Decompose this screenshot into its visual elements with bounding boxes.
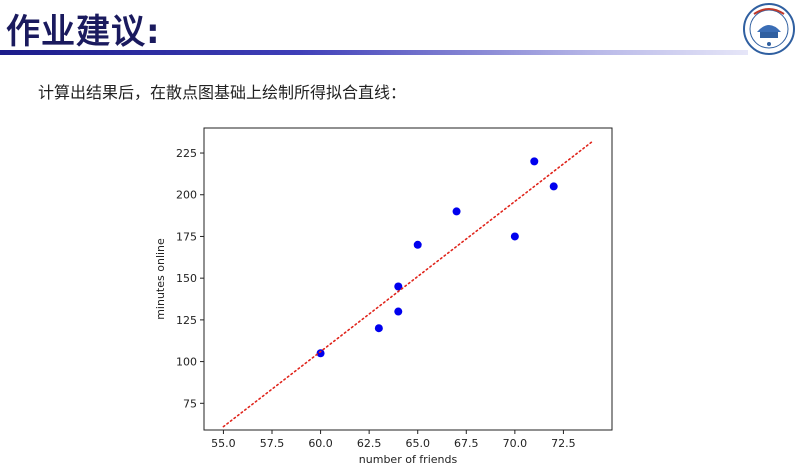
data-point — [316, 349, 325, 358]
x-tick-label: 60.0 — [308, 437, 333, 450]
x-axis-label: number of friends — [359, 453, 458, 466]
y-tick-label: 175 — [176, 230, 197, 243]
plot-frame — [203, 127, 613, 431]
y-tick-label: 150 — [176, 272, 197, 285]
instruction-text: 计算出结果后，在散点图基础上绘制所得拟合直线： — [38, 83, 407, 102]
x-tick-label: 70.0 — [503, 437, 528, 450]
data-point — [452, 207, 461, 216]
y-axis-label: minutes online — [154, 238, 167, 320]
data-point — [549, 182, 558, 191]
scatter-chart: 55.0 57.5 60.0 62.5 65.0 67.5 70.0 72.5 75 100 125… — [154, 127, 613, 466]
fit-line — [222, 140, 594, 428]
data-point — [394, 282, 403, 291]
y-tick-label: 225 — [176, 147, 197, 160]
university-seal-logo — [743, 3, 795, 55]
y-tick-label: 200 — [176, 189, 197, 202]
y-tick-label: 125 — [176, 314, 197, 327]
title-underline-bar — [0, 50, 748, 55]
y-tick-label: 75 — [183, 397, 197, 410]
x-tick-label: 67.5 — [454, 437, 479, 450]
x-tick-label: 65.0 — [405, 437, 430, 450]
x-tick-label: 57.5 — [260, 437, 285, 450]
data-point — [374, 324, 383, 333]
x-tick-label: 72.5 — [551, 437, 576, 450]
data-point — [394, 307, 403, 316]
data-point — [413, 240, 422, 249]
data-point — [530, 157, 539, 166]
data-point — [510, 232, 519, 241]
slide-title: 作业建议: — [6, 12, 161, 52]
y-tick-label: 100 — [176, 356, 197, 369]
x-tick-label: 62.5 — [357, 437, 382, 450]
x-tick-label: 55.0 — [211, 437, 236, 450]
